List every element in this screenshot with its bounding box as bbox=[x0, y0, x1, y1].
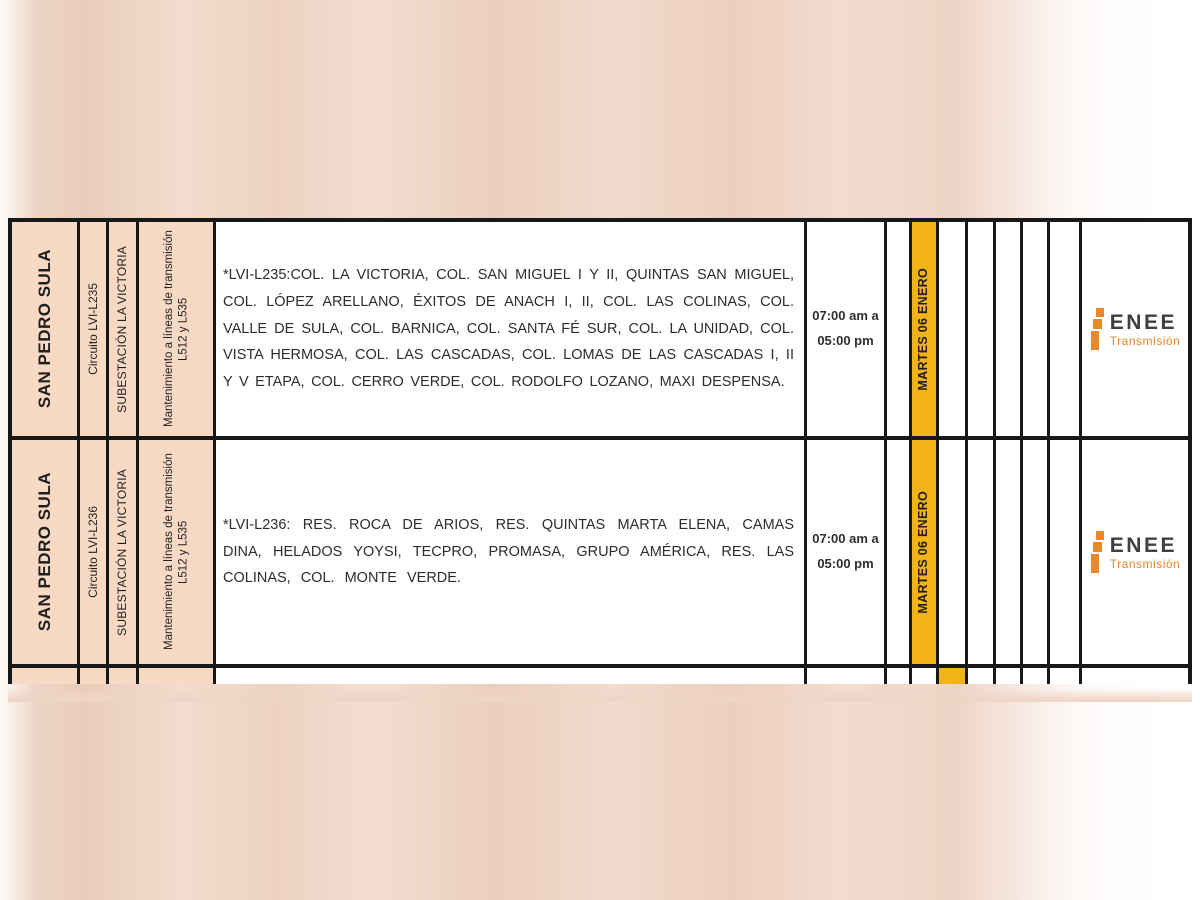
empty-day-cell bbox=[968, 222, 996, 436]
city-label: SAN PEDRO SULA bbox=[34, 472, 54, 632]
affected-areas-cell: *LVI-L235:COL. LA VICTORIA, COL. SAN MIG… bbox=[216, 222, 807, 436]
circuit-cell: Circuito LVI-L235 bbox=[80, 222, 109, 436]
substation-label: SUBESTACIÓN LA VICTORIA bbox=[115, 468, 129, 636]
enee-logo-bars-icon bbox=[1090, 531, 1104, 573]
empty-day-cell bbox=[912, 668, 939, 684]
substation-cell: SUBESTACIÓN LA VICTORIA bbox=[109, 440, 139, 664]
circuit-cell: Circuito LVI-L236 bbox=[80, 440, 109, 664]
substation-label: SUBESTACIÓN LA VICTORIA bbox=[115, 245, 129, 413]
day-label: MARTES 06 ENERO bbox=[916, 490, 931, 614]
schedule-row-lvi-l235: SAN PEDRO SULA Circuito LVI-L235 SUBESTA… bbox=[12, 222, 1188, 440]
cropped-schedule-row bbox=[12, 668, 1188, 684]
empty-day-cell bbox=[1050, 668, 1082, 684]
time-to: 05:00 pm bbox=[817, 333, 874, 348]
time-cell: 07:00 am a 05:00 pm bbox=[807, 440, 887, 664]
time-from: 07:00 am a bbox=[812, 531, 879, 547]
empty-day-cell bbox=[968, 440, 996, 664]
city-cell bbox=[12, 668, 80, 684]
outage-schedule-table: SAN PEDRO SULA Circuito LVI-L235 SUBESTA… bbox=[8, 218, 1192, 684]
logo-cell: ENEE Transmisión bbox=[1082, 440, 1188, 664]
circuit-label: Circuito LVI-L235 bbox=[85, 283, 100, 375]
empty-day-cell bbox=[1023, 440, 1050, 664]
affected-areas-text: *LVI-L235:COL. LA VICTORIA, COL. SAN MIG… bbox=[223, 267, 794, 390]
enee-logo-subtitle: Transmisión bbox=[1109, 556, 1181, 571]
enee-logo-subtitle: Transmisión bbox=[1109, 333, 1181, 348]
circuit-label: Circuito LVI-L236 bbox=[85, 506, 100, 598]
maintenance-cell bbox=[139, 668, 216, 684]
city-cell: SAN PEDRO SULA bbox=[12, 440, 80, 664]
empty-day-cell bbox=[939, 440, 968, 664]
maintenance-cell: Mantenimiento a líneas de transmisión L5… bbox=[139, 222, 216, 436]
empty-day-cell bbox=[1023, 222, 1050, 436]
affected-areas-cell bbox=[216, 668, 807, 684]
enee-logo-title: ENEE bbox=[1109, 533, 1177, 557]
empty-day-cell bbox=[1023, 668, 1050, 684]
empty-day-cell bbox=[887, 222, 912, 436]
enee-logo: ENEE Transmisión bbox=[1090, 531, 1180, 573]
circuit-cell bbox=[80, 668, 109, 684]
day-label: MARTES 06 ENERO bbox=[916, 267, 931, 391]
schedule-row-lvi-l236: SAN PEDRO SULA Circuito LVI-L236 SUBESTA… bbox=[12, 440, 1188, 668]
highlighted-day-cell: MARTES 06 ENERO bbox=[912, 440, 939, 664]
empty-day-cell bbox=[939, 222, 968, 436]
logo-cell bbox=[1082, 668, 1188, 684]
logo-cell: ENEE Transmisión bbox=[1082, 222, 1188, 436]
enee-logo-bars-icon bbox=[1090, 308, 1104, 350]
time-to: 05:00 pm bbox=[817, 556, 874, 571]
affected-areas-cell: *LVI-L236: RES. ROCA DE ARIOS, RES. QUIN… bbox=[216, 440, 807, 664]
empty-day-cell bbox=[887, 668, 912, 684]
enee-logo-title: ENEE bbox=[1109, 310, 1177, 334]
substation-cell: SUBESTACIÓN LA VICTORIA bbox=[109, 222, 139, 436]
empty-day-cell bbox=[887, 440, 912, 664]
maintenance-cell: Mantenimiento a líneas de transmisión L5… bbox=[139, 440, 216, 664]
city-label: SAN PEDRO SULA bbox=[34, 249, 54, 409]
city-cell: SAN PEDRO SULA bbox=[12, 222, 80, 436]
highlighted-day-cell bbox=[939, 668, 968, 684]
time-cell bbox=[807, 668, 887, 684]
empty-day-cell bbox=[1050, 440, 1082, 664]
affected-areas-text: *LVI-L236: RES. ROCA DE ARIOS, RES. QUIN… bbox=[223, 516, 794, 587]
empty-day-cell bbox=[1050, 222, 1082, 436]
maintenance-label: Mantenimiento a líneas de transmisión L5… bbox=[162, 230, 189, 428]
time-from: 07:00 am a bbox=[812, 308, 879, 324]
empty-day-cell bbox=[996, 440, 1023, 664]
empty-day-cell bbox=[996, 222, 1023, 436]
empty-day-cell bbox=[968, 668, 996, 684]
maintenance-label: Mantenimiento a líneas de transmisión L5… bbox=[162, 453, 189, 651]
time-cell: 07:00 am a 05:00 pm bbox=[807, 222, 887, 436]
enee-logo: ENEE Transmisión bbox=[1090, 308, 1180, 350]
empty-day-cell bbox=[996, 668, 1023, 684]
highlighted-day-cell: MARTES 06 ENERO bbox=[912, 222, 939, 436]
substation-cell bbox=[109, 668, 139, 684]
